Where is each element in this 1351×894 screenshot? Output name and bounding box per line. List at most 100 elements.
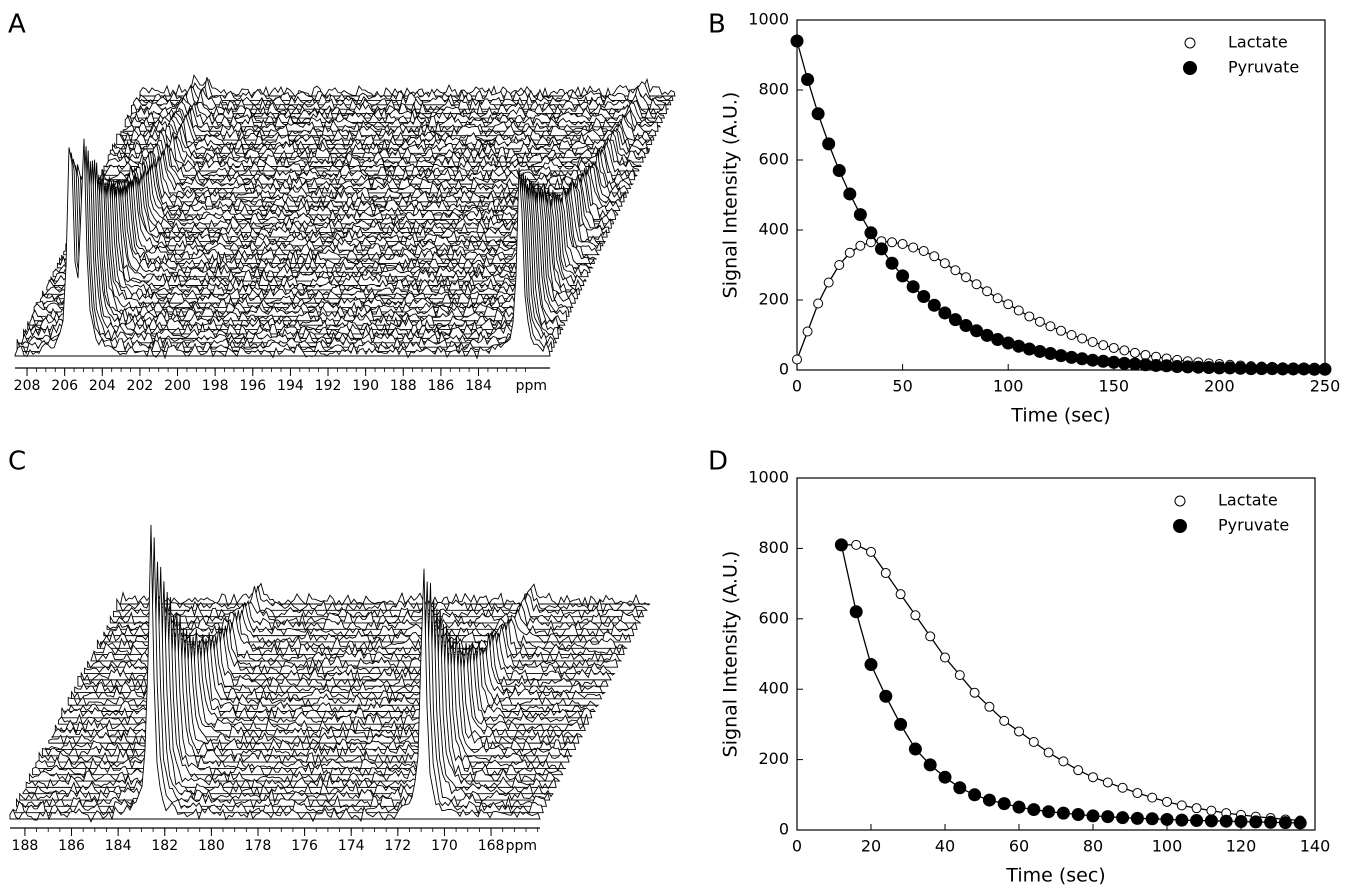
data-point [832,164,846,177]
data-point [855,240,866,251]
data-point [927,298,941,312]
data-point [864,226,878,240]
spectrum-trace [124,101,662,132]
data-point [1101,810,1115,824]
x-tick-label: 196 [239,378,266,394]
data-point [1117,782,1128,793]
panel-label: A [8,10,26,40]
data-point [879,689,893,703]
plot-frame [796,477,1316,831]
panel-label: B [708,10,726,40]
data-point [897,239,908,249]
data-point [896,269,910,283]
data-point [1028,737,1039,747]
data-point [1147,792,1158,803]
x-tick-label: 190 [352,378,379,394]
spectrum-trace [25,591,557,792]
data-point [1022,342,1036,356]
x-tick-label: 100 [1152,837,1183,856]
data-point [938,306,952,320]
data-point [1140,349,1151,360]
y-tick-label: 1000 [748,10,789,29]
x-tick-label: 50 [892,377,912,396]
spectrum-trace [35,613,566,772]
data-point [923,758,937,772]
x-tick-label: 168 [478,838,505,854]
x-tick-label: 0 [792,837,802,856]
x-tick-label: 174 [338,838,365,854]
spectrum-trace [41,627,573,760]
data-point [1056,806,1070,820]
data-point [918,246,929,256]
fit-line [796,40,1325,370]
x-tick-label: 170 [431,838,458,854]
data-point [887,237,898,248]
data-point [866,546,876,557]
y-tick-label: 200 [758,290,789,309]
x-axis-label: ppm [506,838,537,854]
spectrum-trace [109,127,646,163]
data-point [853,208,867,222]
data-point [1176,800,1187,811]
data-point [1012,339,1026,353]
data-point [953,781,967,795]
x-tick-label: 140 [1300,837,1331,856]
data-point [1034,316,1045,327]
data-point [999,715,1010,726]
data-point [968,788,982,802]
y-tick-label: 1000 [748,468,789,487]
x-tick-label: 192 [315,378,342,394]
data-point [1119,345,1130,356]
data-point [906,280,920,294]
data-point [1042,805,1056,819]
data-point [834,260,845,270]
x-tick-label: 186 [58,838,85,854]
spectrum-trace [14,138,551,360]
legend-label: Pyruvate [1218,516,1289,535]
data-point [1234,815,1248,829]
y-tick-label: 400 [758,679,789,698]
data-point [1027,803,1041,817]
spectrum-trace [51,636,584,741]
data-point [813,298,824,309]
spectrum-trace [12,537,544,817]
data-point [1219,814,1233,828]
data-point [908,242,919,253]
x-axis-label: Time (sec) [1005,865,1105,887]
y-tick-label: 400 [758,220,789,239]
data-point [992,293,1003,304]
x-tick-label: 188 [390,378,417,394]
data-point [1066,330,1077,340]
x-tick-label: 150 [1099,377,1130,396]
data-point [843,187,857,201]
data-point [801,73,815,86]
y-tick-label: 0 [779,820,789,839]
data-point [971,279,982,290]
x-tick-label: 180 [198,838,225,854]
data-point [1293,816,1307,830]
data-point [982,286,993,297]
data-point [1054,349,1068,363]
data-point [925,631,936,642]
x-tick-label: 100 [993,377,1024,396]
data-point [802,326,813,337]
data-point [1102,777,1113,788]
data-point [1278,816,1292,830]
data-point [864,658,878,672]
data-point [1098,340,1109,351]
data-point [1162,796,1172,807]
x-tick-label: 184 [465,378,492,394]
data-point [792,354,802,365]
data-point [1003,299,1014,310]
legend-label: Lactate [1228,33,1288,52]
fit-line [840,544,1301,824]
x-tick-label: 200 [164,378,191,394]
data-point [1014,726,1024,737]
x-tick-label: 182 [151,838,178,854]
data-point [950,265,961,276]
legend-marker [1184,37,1196,49]
x-tick-label: 202 [127,378,154,394]
data-point [954,670,965,681]
y-tick-label: 800 [758,80,789,99]
data-point [997,797,1011,811]
